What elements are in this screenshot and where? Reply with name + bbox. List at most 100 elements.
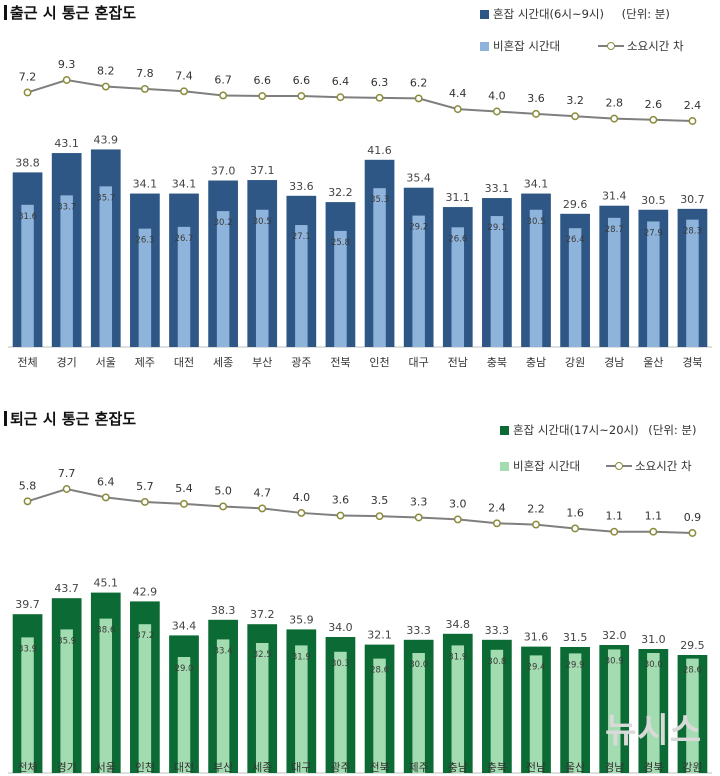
data-label-peak-1: 43.1 <box>54 137 79 150</box>
data-label-peak-12: 33.3 <box>485 624 510 637</box>
category-label-11: 충남 <box>448 761 468 774</box>
data-label-offpeak-4: 29.0 <box>175 664 194 674</box>
evening-chart-svg: 39.7 33.9 전체 43.7 35.9 경기 45.1 38.6 서울 42.9 37.2 인천… <box>8 467 712 774</box>
diff-label-5: 6.7 <box>214 73 232 86</box>
evening-legend-offpeak-label: 비혼잡 시간대 <box>513 459 581 473</box>
diff-label-7: 4.0 <box>293 491 311 504</box>
diff-marker-9 <box>375 512 384 521</box>
diff-marker-17 <box>688 117 697 125</box>
diff-marker-8 <box>336 511 345 520</box>
category-label-3: 인천 <box>135 760 155 774</box>
morning-legend-diff: 소요시간 차 <box>598 38 684 54</box>
bar-offpeak-10 <box>412 215 425 347</box>
category-label-9: 전북 <box>369 761 389 774</box>
data-label-peak-10: 35.4 <box>406 172 431 185</box>
diff-marker-17 <box>688 529 697 537</box>
legend-swatch-offpeak <box>480 42 489 51</box>
evening-legend-diff: 소요시간 차 <box>606 458 692 474</box>
diff-label-4: 5.4 <box>175 482 193 495</box>
data-label-offpeak-1: 35.9 <box>57 636 76 646</box>
data-label-peak-7: 35.9 <box>289 613 314 626</box>
category-label-7: 대구 <box>291 761 311 774</box>
data-label-peak-8: 32.2 <box>328 186 353 199</box>
category-label-0: 전체 <box>17 761 37 774</box>
bar-offpeak-2 <box>99 186 113 347</box>
diff-marker-1 <box>62 485 71 493</box>
bar-offpeak-11 <box>451 227 465 347</box>
diff-marker-1 <box>62 76 71 84</box>
data-label-offpeak-5: 30.2 <box>214 218 233 228</box>
category-label-1: 경기 <box>57 761 77 774</box>
data-label-peak-6: 37.1 <box>250 164 275 177</box>
data-label-peak-10: 33.3 <box>406 624 431 637</box>
diff-marker-3 <box>140 497 149 506</box>
bar-offpeak-7 <box>295 225 308 347</box>
diff-marker-7 <box>297 508 306 517</box>
data-label-peak-11: 34.8 <box>446 618 471 631</box>
bar-offpeak-4 <box>177 226 191 347</box>
diff-marker-5 <box>219 502 228 511</box>
bar-offpeak-16 <box>647 653 660 773</box>
data-label-offpeak-13: 30.5 <box>527 217 546 227</box>
bar-offpeak-6 <box>255 643 269 773</box>
data-label-peak-4: 34.4 <box>172 619 197 632</box>
legend-swatch-peak <box>480 10 489 19</box>
category-label-6: 세종 <box>252 761 272 774</box>
diff-marker-10 <box>414 94 423 103</box>
bar-offpeak-5 <box>216 211 230 347</box>
diff-label-14: 1.6 <box>566 506 584 519</box>
data-label-offpeak-14: 26.4 <box>566 235 585 245</box>
diff-label-14: 3.2 <box>566 94 584 107</box>
data-label-offpeak-17: 28.6 <box>683 666 702 676</box>
diff-label-6: 4.7 <box>253 486 271 499</box>
data-label-peak-4: 34.1 <box>172 178 197 191</box>
data-label-peak-6: 37.2 <box>250 608 275 621</box>
data-label-offpeak-10: 29.2 <box>409 223 428 233</box>
data-label-offpeak-12: 29.1 <box>487 223 506 233</box>
category-label-1: 경기 <box>57 356 77 369</box>
category-label-5: 부산 <box>213 761 233 774</box>
bar-offpeak-5 <box>216 639 230 773</box>
data-label-offpeak-15: 30.9 <box>605 656 624 666</box>
diff-label-9: 6.3 <box>371 76 389 89</box>
morning-chart-svg: 38.8 31.6 전체 43.1 33.7 경기 43.9 35.7 서울 34.1 26.3 제주… <box>8 58 712 369</box>
diff-label-10: 3.3 <box>410 495 428 508</box>
legend-swatch-peak <box>500 426 509 435</box>
diff-label-7: 6.6 <box>293 74 311 87</box>
data-label-peak-2: 43.9 <box>94 133 119 146</box>
data-label-peak-11: 31.1 <box>446 191 471 204</box>
data-label-offpeak-7: 27.1 <box>292 232 311 242</box>
diff-series-line <box>27 487 693 534</box>
diff-marker-0 <box>23 88 32 97</box>
diff-marker-15 <box>610 114 619 123</box>
bar-offpeak-12 <box>490 649 504 773</box>
data-label-offpeak-4: 26.7 <box>175 234 194 244</box>
data-label-offpeak-10: 30.0 <box>409 660 428 670</box>
diff-marker-7 <box>297 92 306 100</box>
diff-label-1: 9.3 <box>58 58 76 71</box>
bar-offpeak-1 <box>60 629 73 773</box>
data-label-peak-5: 37.0 <box>211 165 236 178</box>
morning-chart-title: 출근 시 통근 혼잡도 <box>10 4 137 22</box>
data-label-peak-16: 31.0 <box>641 633 666 646</box>
diff-label-11: 3.0 <box>449 497 467 510</box>
bar-offpeak-14 <box>568 653 582 773</box>
unit-label: (단위: 분) <box>648 423 697 437</box>
bar-offpeak-3 <box>138 228 152 347</box>
diff-label-0: 7.2 <box>19 70 37 83</box>
category-label-17: 경북 <box>682 356 702 369</box>
data-label-offpeak-0: 31.6 <box>18 212 37 222</box>
bar-offpeak-3 <box>138 624 152 773</box>
unit-label: (단위: 분) <box>621 7 670 21</box>
diff-marker-3 <box>140 84 149 93</box>
title-marker <box>4 411 7 426</box>
diff-label-5: 5.0 <box>214 484 232 497</box>
data-label-offpeak-5: 33.4 <box>214 646 233 656</box>
diff-marker-13 <box>532 520 540 529</box>
diff-label-2: 8.2 <box>97 65 115 78</box>
bar-offpeak-13 <box>529 209 543 347</box>
diff-label-0: 5.8 <box>19 479 37 492</box>
evening-legend-peak-label: 혼잡 시간대(17시~20시) <box>513 423 639 437</box>
bar-offpeak-4 <box>177 657 191 773</box>
data-label-offpeak-6: 30.5 <box>253 217 272 227</box>
